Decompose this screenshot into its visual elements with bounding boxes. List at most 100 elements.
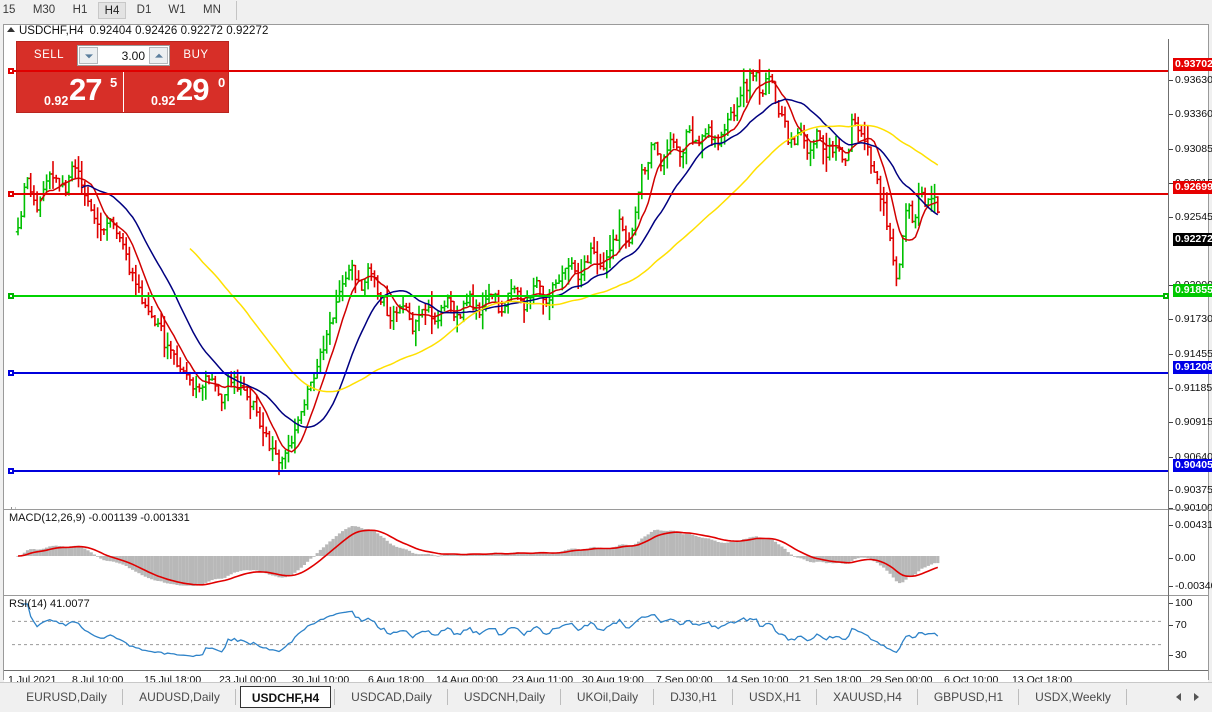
timeframe-m30[interactable]: M30: [32, 4, 56, 16]
level-anchor[interactable]: [8, 191, 14, 197]
sell-price-main: 27: [69, 72, 102, 107]
chart-tab-usdx-weekly[interactable]: USDX,Weekly: [1035, 690, 1111, 704]
level-anchor[interactable]: [8, 68, 14, 74]
tab-separator: [560, 689, 561, 705]
chart-tab-usdx-h1[interactable]: USDX,H1: [748, 690, 801, 704]
tab-separator: [334, 689, 335, 705]
scale-divider: [1169, 595, 1209, 596]
chart-tab-bar[interactable]: EURUSD,Daily AUDUSD,Daily USDCHF,H4 USDCAD,…: [0, 682, 1212, 712]
buy-price-prefix: 0.92: [151, 94, 176, 108]
tab-separator: [732, 689, 733, 705]
buy-price-pipette: 0: [218, 75, 226, 90]
level-line-support-blue-upper[interactable]: [8, 370, 1168, 376]
buy-price-main: 29: [176, 72, 209, 107]
price-tag-red: 0.92699: [1173, 181, 1212, 194]
indicator-tick: [1169, 558, 1173, 559]
level-line-resistance-upper[interactable]: [8, 68, 1168, 74]
indicator-tick: [1169, 603, 1173, 604]
tab-separator: [917, 689, 918, 705]
sell-price-prefix: 0.92: [44, 94, 69, 108]
chart-title-bar: USDCHF,H4 0.92404 0.92426 0.92272 0.92272: [4, 25, 1211, 39]
sell-price-pipette: 5: [110, 75, 118, 90]
indicator-tick: [1169, 625, 1173, 626]
tab-separator: [653, 689, 654, 705]
tab-scroll-right-icon[interactable]: [1192, 691, 1202, 703]
price-tick-label: 0.90375: [1175, 484, 1212, 496]
price-tick: [1169, 80, 1173, 81]
price-tick: [1169, 114, 1173, 115]
price-tag-green: 0.91855: [1173, 284, 1212, 297]
chart-frame: USDCHF,H4 0.92404 0.92426 0.92272 0.92272…: [3, 24, 1212, 693]
buy-button[interactable]: BUY: [183, 49, 209, 61]
timeframe-d1[interactable]: D1: [136, 4, 152, 16]
chart-tab-usdchf-h4[interactable]: USDCHF,H4: [240, 686, 331, 708]
level-anchor[interactable]: [1163, 293, 1169, 299]
price-tag-blue: 0.91208: [1173, 361, 1212, 374]
tab-scroll-left-icon[interactable]: [1174, 691, 1184, 703]
timeframe-h1[interactable]: H1: [72, 4, 88, 16]
level-anchor[interactable]: [8, 370, 14, 376]
volume-increment-button[interactable]: [149, 47, 168, 64]
timeframe-h4[interactable]: H4: [98, 2, 126, 19]
collapse-triangle-icon[interactable]: [7, 27, 15, 32]
chart-ohlc-values: 0.92404 0.92426 0.92272 0.92272: [89, 25, 269, 37]
one-click-trading-panel[interactable]: SELL 3.00 BUY 0.92 27 5 0.92 29: [16, 41, 229, 113]
indicator-tick: [1169, 586, 1173, 587]
chart-tab-gbpusd-h1[interactable]: GBPUSD,H1: [933, 690, 1004, 704]
timeframe-toolbar: 15 M30 H1 H4 D1 W1 MN: [0, 0, 1212, 21]
timeframe-w1[interactable]: W1: [168, 4, 186, 16]
macd-plot: [16, 526, 940, 586]
price-tick: [1169, 183, 1173, 184]
macd-label: MACD(12,26,9) -0.001139 -0.001331: [9, 512, 190, 524]
price-tick-label: 0.92545: [1175, 211, 1212, 223]
volume-input[interactable]: 3.00: [121, 49, 145, 63]
chart-tab-dj30-h1[interactable]: DJ30,H1: [670, 690, 717, 704]
indicator-tick-label: 70: [1175, 619, 1187, 631]
chart-tab-usdcnh-daily[interactable]: USDCNH,Daily: [463, 690, 546, 704]
sell-price-display[interactable]: 0.92 27 5: [17, 69, 123, 113]
chart-symbol-label: USDCHF,H4: [19, 25, 84, 37]
buy-price-display[interactable]: 0.92 29 0: [124, 69, 230, 113]
price-tick-label: 0.90915: [1175, 416, 1212, 428]
timeframe-mn[interactable]: MN: [203, 4, 221, 16]
scale-divider: [1169, 509, 1209, 510]
level-line-support-blue-lower[interactable]: [8, 468, 1168, 474]
price-tick: [1169, 508, 1173, 509]
level-anchor[interactable]: [8, 468, 14, 474]
price-tick-label: 0.91730: [1175, 313, 1212, 325]
indicator-tick-label: 0.00431: [1175, 519, 1212, 531]
sell-button[interactable]: SELL: [33, 49, 65, 61]
chart-tab-eurusd-daily[interactable]: EURUSD,Daily: [26, 690, 107, 704]
macd-pane[interactable]: MACD(12,26,9) -0.001139 -0.001331: [4, 509, 1168, 595]
tab-separator: [235, 689, 236, 705]
chart-tab-audusd-daily[interactable]: AUDUSD,Daily: [139, 690, 220, 704]
level-line-resistance-mid[interactable]: [8, 191, 1168, 197]
indicator-tick: [1169, 525, 1173, 526]
price-tick-label: 0.90100: [1175, 502, 1212, 514]
tab-separator: [1018, 689, 1019, 705]
price-tick: [1169, 319, 1173, 320]
indicator-tick-label: -0.003405: [1175, 580, 1212, 592]
timeframe-15[interactable]: 15: [2, 4, 16, 16]
level-anchor[interactable]: [8, 293, 14, 299]
tab-separator: [122, 689, 123, 705]
chart-tab-usdcad-daily[interactable]: USDCAD,Daily: [351, 690, 432, 704]
tab-separator: [1126, 689, 1127, 705]
price-tag-black: 0.92272: [1173, 233, 1212, 246]
volume-stepper[interactable]: 3.00: [77, 45, 170, 66]
chart-tab-xauusd-h4[interactable]: XAUUSD,H4: [833, 690, 902, 704]
price-tick-label: 0.91185: [1175, 382, 1212, 394]
indicator-tick-label: 0.00: [1175, 552, 1196, 564]
trade-panel-top-row: SELL 3.00 BUY: [17, 42, 228, 69]
rsi-pane[interactable]: RSI(14) 41.0077: [4, 595, 1168, 671]
volume-decrement-button[interactable]: [79, 47, 98, 64]
price-tick: [1169, 490, 1173, 491]
indicator-tick: [1169, 655, 1173, 656]
toolbar-separator: [236, 1, 237, 20]
level-line-support-green[interactable]: [8, 293, 1169, 299]
price-tick: [1169, 354, 1173, 355]
price-pane[interactable]: [4, 39, 1168, 507]
price-scale[interactable]: 0.936300.933600.930850.928150.925450.920…: [1168, 39, 1212, 682]
price-tick-label: 0.93630: [1175, 74, 1212, 86]
chart-tab-ukoil-daily[interactable]: UKOil,Daily: [576, 690, 639, 704]
